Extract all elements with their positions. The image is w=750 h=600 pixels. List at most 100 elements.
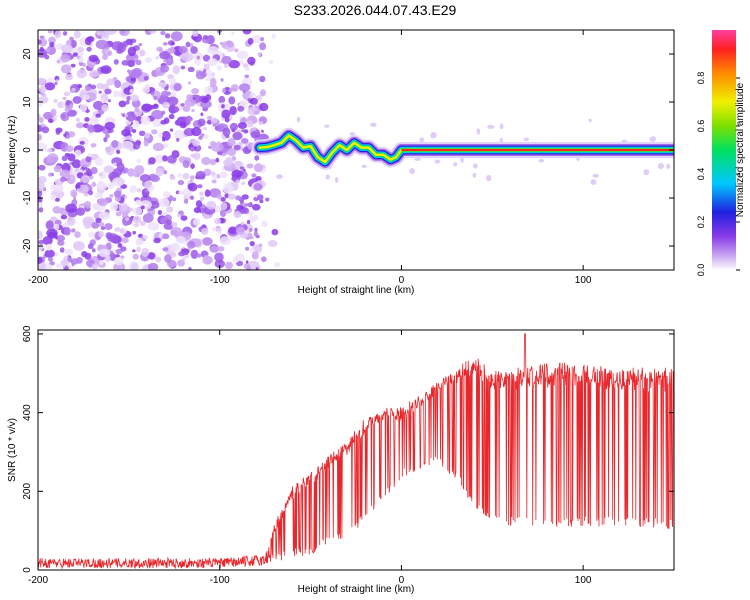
- noise-blob: [187, 240, 196, 249]
- noise-blob: [121, 129, 131, 137]
- noise-blob: [190, 163, 195, 169]
- noise-blob: [54, 81, 58, 86]
- noise-blob: [120, 246, 127, 252]
- noise-blob: [166, 206, 174, 213]
- noise-blob: [38, 202, 44, 208]
- noise-blob: [177, 172, 182, 178]
- noise-blob: [190, 249, 199, 260]
- noise-blob: [65, 99, 71, 106]
- noise-blob: [134, 57, 139, 61]
- noise-blob: [218, 95, 226, 104]
- noise-blob: [61, 155, 68, 162]
- noise-blob: [50, 108, 57, 117]
- noise-blob: [48, 36, 56, 44]
- noise-blob: [159, 64, 170, 73]
- noise-blob: [173, 83, 182, 92]
- snr-series-line: [38, 333, 674, 570]
- noise-blob: [98, 244, 102, 249]
- noise-blob: [138, 130, 146, 137]
- colorbar-label: Normalized spectral amplitude: [735, 82, 746, 217]
- noise-blob: [50, 194, 57, 201]
- noise-blob: [133, 172, 140, 178]
- noise-blob: [211, 72, 215, 76]
- noise-blob: [240, 200, 244, 205]
- noise-blob: [192, 30, 199, 37]
- noise-blob: [125, 111, 137, 122]
- noise-blob: [97, 198, 109, 207]
- noise-blob: [74, 167, 80, 172]
- snr-y-label: SNR (10 * v/v): [7, 418, 18, 482]
- noise-blob: [93, 100, 104, 110]
- noise-blob: [245, 260, 249, 264]
- noise-blob: [227, 148, 237, 156]
- noise-blob: [592, 173, 599, 178]
- snr-x-tick-label: -200: [28, 575, 48, 586]
- noise-blob: [107, 233, 119, 242]
- noise-blob: [246, 202, 252, 207]
- noise-blob: [649, 136, 657, 142]
- noise-blob: [141, 247, 150, 257]
- noise-blob: [180, 215, 188, 221]
- noise-blob: [161, 101, 171, 109]
- noise-blob: [243, 263, 251, 269]
- noise-blob: [147, 252, 156, 260]
- noise-blob: [195, 200, 203, 208]
- noise-blob: [191, 126, 202, 137]
- noise-blob: [47, 148, 52, 153]
- noise-blob: [144, 83, 151, 90]
- noise-blob: [72, 96, 82, 104]
- noise-blob: [206, 200, 217, 210]
- noise-blob: [203, 63, 210, 71]
- noise-blob: [265, 197, 270, 202]
- noise-blob: [56, 234, 66, 242]
- noise-blob: [178, 190, 185, 195]
- snr-y-tick-label: 200: [22, 483, 33, 500]
- noise-blob: [241, 181, 246, 185]
- noise-blob: [55, 79, 59, 83]
- noise-blob: [38, 39, 42, 45]
- noise-blob: [324, 124, 330, 128]
- noise-blob: [257, 194, 264, 201]
- noise-blob: [251, 203, 261, 211]
- noise-blob: [71, 88, 76, 92]
- noise-blob: [64, 107, 70, 113]
- noise-blob: [38, 207, 44, 213]
- noise-blob: [111, 41, 124, 51]
- noise-blob: [193, 206, 202, 214]
- noise-blob: [162, 137, 166, 142]
- noise-blob: [189, 195, 194, 200]
- noise-blob: [115, 211, 122, 217]
- noise-blob: [165, 219, 173, 225]
- noise-blob: [150, 91, 155, 96]
- noise-blob: [162, 42, 168, 46]
- noise-blob: [38, 230, 43, 240]
- noise-blob: [135, 237, 144, 246]
- noise-blob: [96, 30, 105, 37]
- noise-blob: [184, 254, 190, 259]
- noise-blob: [158, 233, 163, 238]
- noise-blob: [643, 169, 650, 176]
- noise-blob: [112, 90, 121, 97]
- noise-blob: [111, 140, 119, 148]
- noise-blob: [191, 88, 200, 95]
- noise-blob: [172, 197, 177, 202]
- noise-blob: [214, 218, 222, 225]
- noise-blob: [91, 263, 99, 270]
- noise-blob: [87, 153, 92, 157]
- noise-blob: [148, 200, 160, 209]
- colorbar-tick-label: 0.8: [696, 72, 706, 85]
- noise-blob: [178, 251, 186, 257]
- noise-blob: [117, 242, 123, 248]
- noise-blob: [209, 77, 217, 87]
- noise-blob: [219, 236, 231, 246]
- noise-blob: [207, 46, 219, 55]
- noise-blob: [236, 50, 249, 60]
- noise-blob: [202, 34, 209, 40]
- noise-blob: [103, 136, 108, 143]
- noise-blob: [223, 63, 229, 68]
- noise-blob: [245, 66, 250, 72]
- noise-blob: [154, 154, 165, 164]
- noise-blob: [231, 156, 237, 161]
- noise-blob: [414, 157, 421, 162]
- noise-blob: [188, 266, 192, 270]
